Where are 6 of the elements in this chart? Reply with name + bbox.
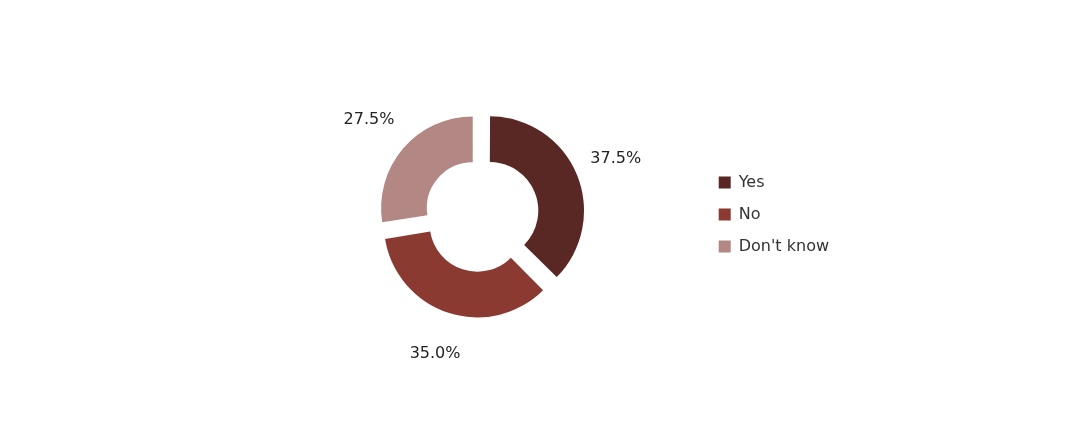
data-label: 37.5% — [590, 147, 642, 167]
data-label: 27.5% — [343, 108, 395, 128]
legend-label: No — [738, 203, 761, 223]
data-label: 35.0% — [409, 342, 461, 362]
legend-label: Don't know — [738, 235, 830, 255]
legend-label: Yes — [737, 171, 765, 191]
